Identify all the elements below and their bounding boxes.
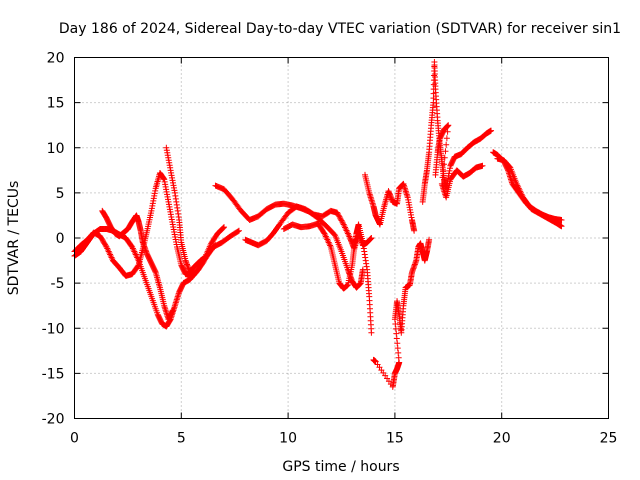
plot-frame	[74, 57, 609, 419]
data-point	[441, 154, 448, 161]
data-point	[338, 217, 345, 224]
data-point	[336, 213, 343, 220]
data-point	[219, 225, 226, 232]
data-point	[506, 163, 513, 170]
data-point	[558, 216, 565, 223]
series-arc-g	[242, 203, 375, 252]
data-point	[334, 209, 341, 216]
chart-title: Day 186 of 2024, Sidereal Day-to-day VTE…	[59, 21, 621, 37]
data-point	[368, 329, 375, 336]
series-arc-c	[99, 207, 176, 323]
series-arc-d	[163, 144, 242, 276]
x-tick-label: 20	[493, 431, 511, 447]
data-point	[444, 128, 451, 135]
y-tick-label: 0	[56, 231, 65, 247]
data-point	[169, 307, 176, 314]
y-tick-label: -5	[51, 276, 65, 292]
data-point	[479, 162, 486, 169]
data-point	[439, 174, 446, 181]
data-point	[488, 127, 495, 134]
data-point	[235, 228, 242, 235]
y-tick-label: 10	[47, 141, 65, 157]
data-point	[445, 122, 452, 129]
data-point	[339, 220, 346, 227]
series-arc-h	[361, 171, 418, 234]
data-point	[335, 212, 342, 219]
data-point	[441, 161, 448, 168]
y-tick-label: -10	[42, 321, 65, 337]
x-tick-label: 15	[386, 431, 404, 447]
data-point	[320, 229, 327, 236]
x-tick-label: 5	[177, 431, 186, 447]
data-point	[426, 236, 433, 243]
data-point	[440, 167, 447, 174]
data-point	[339, 218, 346, 225]
data-point	[337, 216, 344, 223]
series-arc-i	[370, 236, 433, 390]
data-point	[368, 235, 375, 241]
data-point	[558, 223, 565, 230]
series-arc-j	[419, 59, 495, 205]
data-point	[235, 227, 242, 234]
data-point	[443, 135, 450, 142]
y-tick-label: 5	[56, 186, 65, 202]
data-point	[220, 224, 227, 231]
data-point	[337, 214, 344, 221]
data-point	[128, 243, 135, 250]
y-tick-label: -20	[42, 412, 65, 428]
y-tick-label: 15	[47, 96, 65, 112]
axis-ticks: 0 5 10 15 20 25 -20 -15 -10 -5 0 5 10 15 20	[42, 51, 618, 447]
data-point	[334, 211, 341, 218]
y-axis-label: SDTVAR / TECUs	[6, 181, 22, 296]
x-axis-label: GPS time / hours	[282, 459, 399, 475]
x-tick-label: 10	[279, 431, 297, 447]
data-point	[102, 242, 109, 249]
data-point	[411, 227, 418, 234]
series-arc-m	[494, 155, 565, 223]
x-tick-label: 25	[600, 431, 618, 447]
series-arc-k	[432, 122, 486, 201]
x-tick-label: 0	[70, 431, 79, 447]
data-point	[442, 148, 449, 155]
series-arc-e	[212, 182, 366, 291]
data-point	[221, 224, 228, 231]
data-points	[71, 59, 565, 390]
y-tick-label: 20	[47, 51, 65, 67]
y-tick-label: -15	[42, 366, 65, 382]
data-point	[443, 141, 450, 148]
grid-lines	[74, 57, 609, 419]
